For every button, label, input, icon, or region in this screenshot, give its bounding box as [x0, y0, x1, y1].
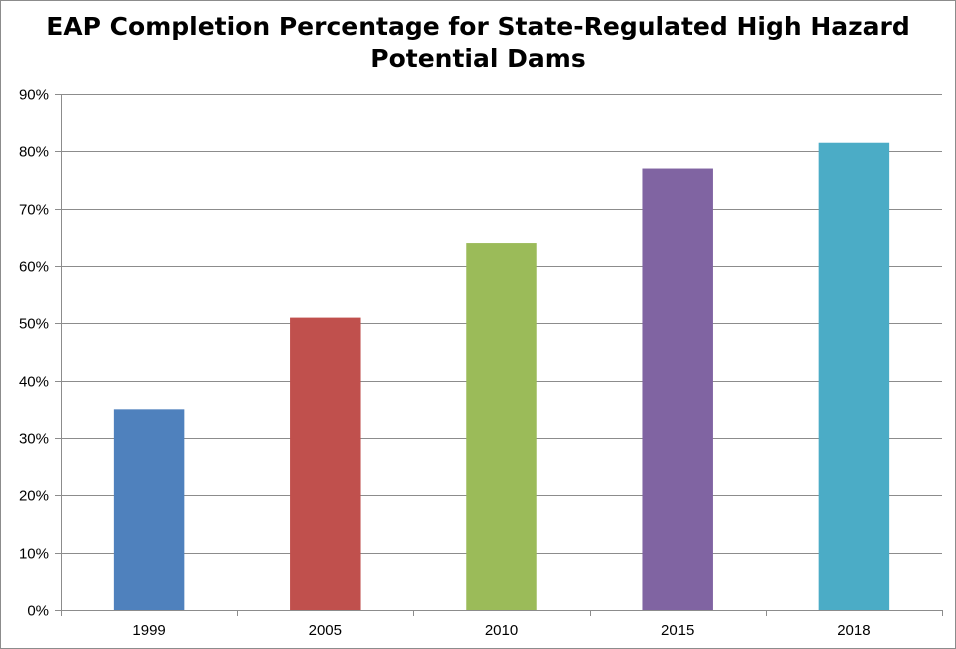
x-tick-label: 1999: [132, 622, 165, 639]
bar-1999: [113, 409, 185, 610]
y-tick-label: 10%: [19, 546, 49, 563]
y-tick-label: 60%: [19, 259, 49, 276]
y-tick-label: 20%: [19, 488, 49, 505]
bar-2018: [818, 142, 890, 610]
axes: [61, 94, 943, 616]
tick-labels: 0% 10% 20% 30% 40% 50% 60% 70% 80% 90% 1999 2005 201…: [19, 87, 871, 640]
bar-2005: [290, 317, 361, 610]
x-tick-label: 2015: [661, 622, 694, 639]
x-tick-label: 2005: [309, 622, 342, 639]
bar-2010: [466, 243, 537, 611]
bars: [113, 142, 890, 611]
y-tick-label: 50%: [19, 316, 49, 333]
chart-title: EAP Completion Percentage for State-Regu…: [46, 12, 910, 73]
y-tick-label: 30%: [19, 431, 49, 448]
x-tick-label: 2010: [485, 622, 518, 639]
y-tick-label: 80%: [19, 144, 49, 161]
x-tick-label: 2018: [837, 622, 870, 639]
bar-2015: [642, 168, 713, 611]
y-tick-label: 90%: [19, 87, 49, 104]
y-tick-label: 40%: [19, 374, 49, 391]
y-tick-label: 70%: [19, 202, 49, 219]
y-tick-label: 0%: [27, 603, 49, 620]
